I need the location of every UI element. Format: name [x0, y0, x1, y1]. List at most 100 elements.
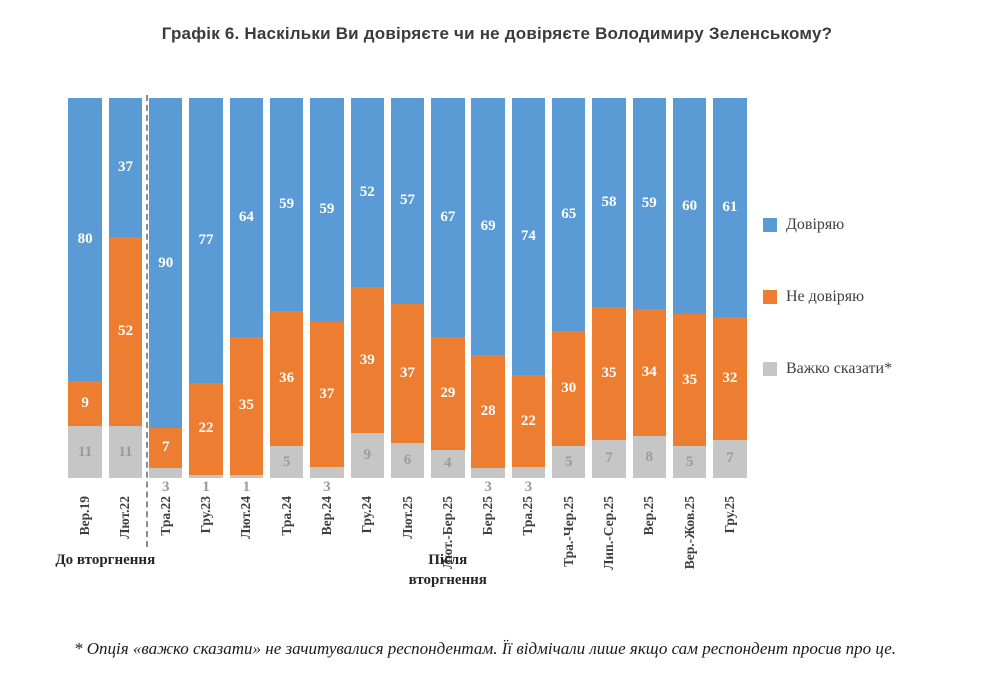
legend-item: Важко сказати*: [763, 360, 892, 378]
bar-segment-distrust: 35: [592, 307, 626, 440]
bar-value-label: 34: [641, 364, 657, 381]
bar-column: 59 36 5: [266, 98, 306, 478]
axis-group-label: Після вторгнення: [408, 552, 487, 589]
bar-segment-hard-to-say: 1: [189, 474, 223, 495]
bar-column: 58 35 7: [589, 98, 629, 478]
bar-value-label: 4: [444, 455, 452, 472]
bar-value-label: 3: [524, 479, 533, 495]
bar-segment-distrust: 22: [511, 374, 546, 468]
bar-value-label: 32: [722, 369, 738, 386]
bar-column: 59 37 3: [307, 98, 347, 495]
chart-area: 80 9 11 37 52 11 90 7 3 77 22 1 64 35 1 59 36 5 59 37 3 52 39 9…: [55, 95, 750, 596]
bar-segment-distrust: 9: [68, 381, 102, 427]
chart-title: Графік 6. Наскільки Ви довіряєте чи не д…: [161, 24, 833, 43]
bar-column: 77 22 1: [186, 98, 226, 495]
legend-swatch: [763, 218, 777, 232]
bar-segment-hard-to-say: 1: [229, 474, 264, 495]
bar-value-label: 39: [359, 351, 375, 368]
bar-value-label: 7: [605, 450, 613, 467]
bar-value-label: 36: [279, 369, 295, 386]
bar-value-label: 37: [117, 158, 133, 175]
bar-segment-trust: 37: [108, 98, 143, 237]
bar-segment-distrust: 22: [189, 382, 223, 475]
bar-segment-trust: 57: [390, 98, 425, 304]
bar-column: 69 28 3: [468, 98, 508, 495]
bar-value-label: 59: [641, 194, 657, 211]
bar-value-label: 28: [480, 402, 496, 419]
bar-value-label: 1: [242, 479, 251, 495]
bar-value-label: 7: [726, 450, 734, 467]
bar-value-label: 58: [601, 194, 617, 211]
legend-label: Не довіряю: [786, 288, 865, 305]
bar-value-label: 30: [561, 380, 577, 396]
bar-value-label: 11: [78, 443, 93, 460]
bar-column: 65 30 5: [549, 98, 589, 478]
bar-segment-hard-to-say: 3: [471, 467, 505, 495]
bar-segment-trust: 59: [310, 98, 344, 322]
bar-segment-trust: 67: [431, 98, 465, 338]
bar-column: 57 37 6: [387, 98, 427, 478]
bar-segment-trust: 80: [68, 98, 102, 381]
bar-value-label: 8: [645, 448, 654, 465]
bar-column: 60 35 5: [669, 98, 709, 478]
bar-segment-trust: 59: [269, 98, 304, 311]
bar-segment-hard-to-say: 4: [431, 449, 465, 479]
bar-segment-distrust: 32: [713, 317, 747, 440]
bar-segment-distrust: 7: [149, 428, 183, 468]
bar-value-label: 77: [198, 231, 214, 248]
bar-value-label: 35: [682, 371, 698, 388]
bars-container: 80 9 11 37 52 11 90 7 3 77 22 1 64 35 1 59 36 5 59 37 3 52 39 9…: [65, 98, 750, 495]
bar-value-label: 1: [202, 479, 210, 495]
bar-segment-trust: 77: [189, 98, 223, 383]
bar-column: 59 34 8: [629, 98, 669, 478]
bar-column: 64 35 1: [226, 98, 266, 495]
bar-value-label: 5: [282, 453, 291, 470]
bar-value-label: 65: [561, 205, 577, 222]
bar-column: 61 32 7: [710, 98, 750, 478]
bar-segment-hard-to-say: 7: [713, 439, 747, 478]
bar-value-label: 57: [400, 192, 416, 209]
bar-segment-trust: 69: [471, 98, 505, 355]
bar-segment-distrust: 28: [471, 354, 505, 468]
bar-segment-hard-to-say: 11: [108, 426, 143, 478]
bar-segment-trust: 74: [511, 98, 546, 375]
bar-segment-hard-to-say: 7: [592, 439, 626, 478]
bar-segment-hard-to-say: 3: [149, 467, 183, 495]
legend-label: Важко сказати*: [786, 360, 893, 377]
bar-value-label: 74: [520, 227, 536, 244]
bar-segment-distrust: 35: [672, 314, 707, 447]
bar-value-label: 61: [722, 199, 738, 216]
bar-column: 52 39 9: [347, 98, 387, 479]
axis-group-label: До вторгнення: [55, 552, 156, 568]
bar-value-label: 67: [440, 209, 456, 226]
bar-value-label: 52: [359, 184, 375, 201]
bar-value-label: 5: [685, 453, 694, 470]
bar-value-label: 7: [161, 439, 170, 456]
footnote: * Опція «важко сказати» не зачитувалися …: [74, 639, 897, 658]
bar-value-label: 59: [319, 201, 335, 218]
bar-column: 80 9 11: [65, 98, 105, 478]
bar-segment-distrust: 34: [632, 308, 667, 437]
bar-segment-trust: 61: [713, 98, 747, 318]
bar-value-label: 59: [279, 195, 295, 212]
bar-segment-trust: 60: [672, 98, 707, 314]
legend-swatch: [763, 362, 777, 376]
bar-value-label: 90: [158, 254, 174, 271]
bar-value-label: 69: [480, 217, 496, 234]
legend-item: Довіряю: [763, 216, 892, 234]
bar-segment-trust: 65: [551, 98, 586, 331]
bar-column: 74 22 3: [508, 98, 548, 495]
bar-segment-hard-to-say: 3: [511, 467, 546, 495]
bar-value-label: 37: [319, 385, 335, 402]
legend: Довіряю Не довіряю Важко сказати*: [763, 216, 892, 378]
bar-segment-distrust: 30: [551, 330, 586, 447]
bar-segment-trust: 64: [229, 98, 264, 337]
bar-segment-hard-to-say: 5: [551, 446, 586, 478]
bar-value-label: 52: [117, 323, 133, 340]
bar-segment-hard-to-say: 5: [269, 446, 304, 478]
bar-segment-distrust: 29: [431, 337, 465, 450]
bar-column: 67 29 4: [428, 98, 468, 479]
bar-value-label: 64: [238, 209, 254, 225]
bar-value-label: 11: [118, 443, 133, 460]
bar-column: 90 7 3: [146, 98, 186, 495]
